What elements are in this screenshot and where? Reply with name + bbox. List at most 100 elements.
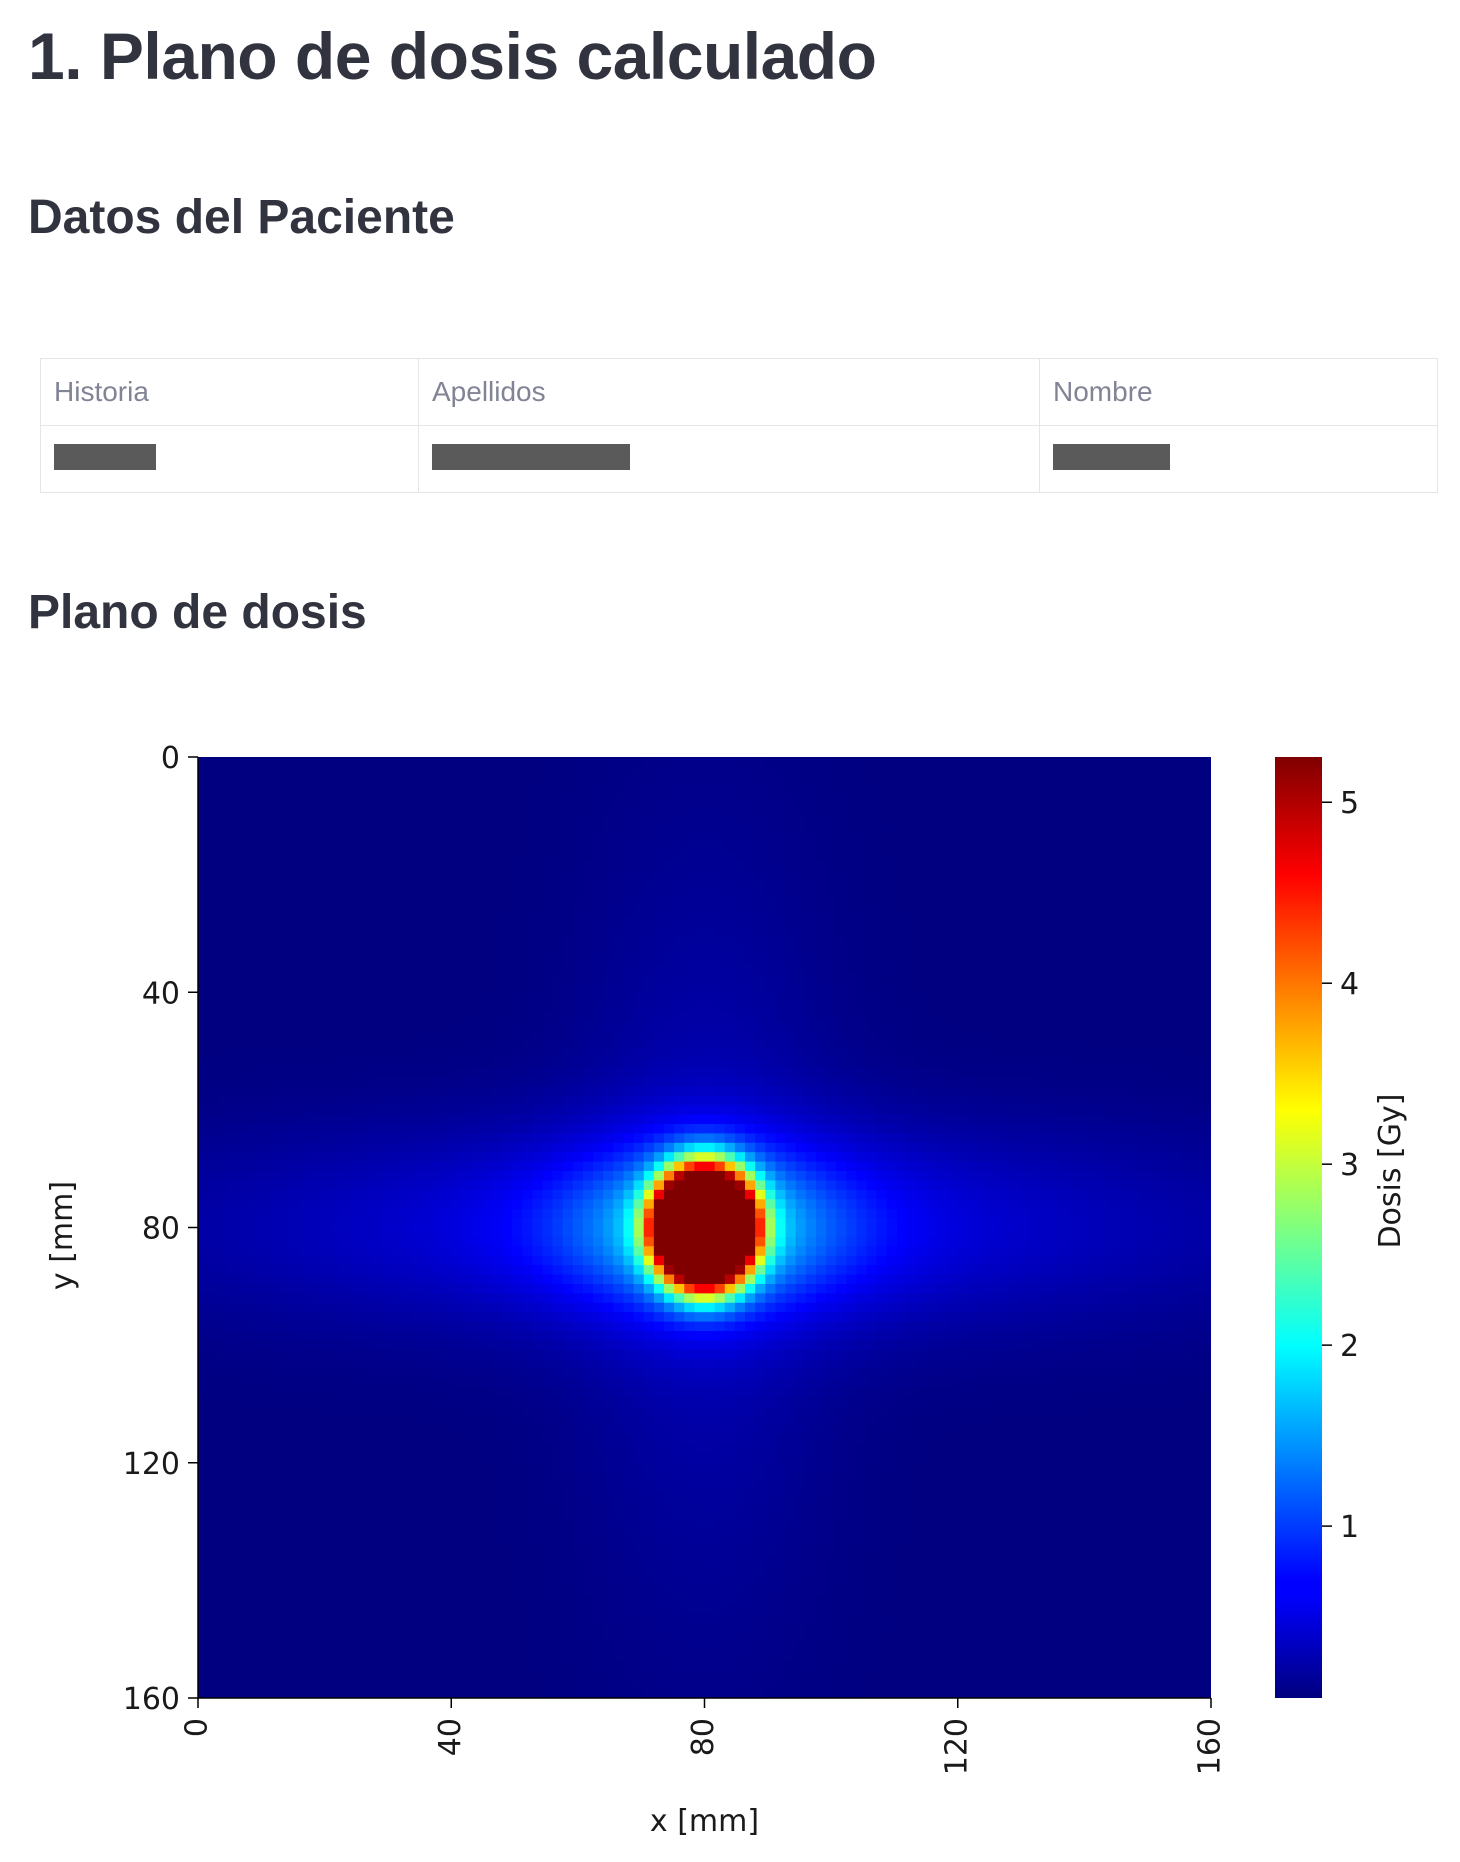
heatmap-cell <box>542 982 554 993</box>
heatmap-cell <box>339 1180 351 1191</box>
heatmap-cell <box>1150 775 1161 786</box>
heatmap-cell <box>268 945 280 956</box>
heatmap-cell <box>430 916 442 927</box>
heatmap-cell <box>218 1180 229 1191</box>
heatmap-cell <box>755 935 766 946</box>
heatmap-cell <box>1008 1095 1020 1106</box>
heatmap-cell <box>248 1180 260 1191</box>
heatmap-cell <box>1160 1029 1172 1040</box>
heatmap-cell <box>360 1189 371 1200</box>
heatmap-cell <box>1160 954 1172 965</box>
heatmap-cell <box>1109 822 1121 833</box>
heatmap-cell <box>1160 907 1172 918</box>
heatmap-cell <box>805 841 817 852</box>
heatmap-cell <box>420 1105 432 1116</box>
heatmap-cell <box>1028 1039 1040 1050</box>
heatmap-cell <box>947 757 959 768</box>
heatmap-cell <box>917 1048 928 1059</box>
heatmap-cell <box>643 1218 655 1229</box>
heatmap-cell <box>532 1029 544 1040</box>
heatmap-cell <box>876 785 888 796</box>
heatmap-cell <box>1038 766 1050 777</box>
heatmap-cell <box>775 1218 787 1229</box>
heatmap-cell <box>299 898 311 909</box>
heatmap-cell <box>927 1086 939 1097</box>
heatmap-cell <box>826 1171 837 1182</box>
heatmap-cell <box>349 992 361 1003</box>
heatmap-cell <box>471 841 483 852</box>
heatmap-cell <box>380 1180 392 1191</box>
heatmap-cell <box>947 945 959 956</box>
heatmap-cell <box>734 1133 746 1144</box>
heatmap-cell <box>836 832 847 843</box>
heatmap-cell <box>451 1011 462 1022</box>
heatmap-cell <box>420 841 432 852</box>
heatmap-cell <box>481 907 493 918</box>
heatmap-cell <box>613 1001 625 1012</box>
heatmap-cell <box>785 1067 797 1078</box>
heatmap-cell <box>856 1142 868 1153</box>
heatmap-cell <box>978 973 989 984</box>
heatmap-cell <box>268 775 280 786</box>
heatmap-cell <box>907 775 918 786</box>
heatmap-cell <box>866 832 878 843</box>
heatmap-cell <box>643 851 655 862</box>
heatmap-cell <box>329 935 341 946</box>
heatmap-cell <box>1119 1189 1131 1200</box>
heatmap-cell <box>775 1095 787 1106</box>
heatmap-cell <box>309 1199 321 1210</box>
heatmap-cell <box>1059 1189 1070 1200</box>
heatmap-cell <box>1119 841 1131 852</box>
heatmap-cell <box>613 992 625 1003</box>
heatmap-cell <box>309 935 321 946</box>
heatmap-cell <box>765 973 777 984</box>
heatmap-cell <box>684 1152 695 1163</box>
heatmap-cell <box>633 757 645 768</box>
heatmap-cell <box>1048 841 1060 852</box>
heatmap-cell <box>562 822 574 833</box>
heatmap-cell <box>390 1218 402 1229</box>
heatmap-cell <box>714 1218 726 1229</box>
heatmap-cell <box>815 1086 827 1097</box>
heatmap-cell <box>1119 954 1131 965</box>
heatmap-cell <box>674 757 685 768</box>
heatmap-cell <box>694 973 706 984</box>
heatmap-cell <box>967 757 979 768</box>
heatmap-cell <box>765 1067 777 1078</box>
heatmap-cell <box>532 1067 544 1078</box>
heatmap-cell <box>360 879 371 890</box>
heatmap-cell <box>542 785 554 796</box>
heatmap-cell <box>765 794 777 805</box>
heatmap-cell <box>593 1020 604 1031</box>
heatmap-cell <box>785 926 797 937</box>
heatmap-cell <box>228 1208 240 1219</box>
heatmap-cell <box>613 935 625 946</box>
heatmap-cell <box>1200 1208 1211 1219</box>
heatmap-cell <box>1160 785 1172 796</box>
heatmap-cell <box>785 1058 797 1069</box>
heatmap-cell <box>815 1048 827 1059</box>
heatmap-cell <box>1048 785 1060 796</box>
heatmap-cell <box>339 1105 351 1116</box>
heatmap-cell <box>522 813 533 824</box>
heatmap-cell <box>714 964 726 975</box>
heatmap-cell <box>1008 804 1020 815</box>
heatmap-cell <box>1069 1001 1080 1012</box>
heatmap-cell <box>1059 832 1070 843</box>
heatmap-cell <box>836 1058 847 1069</box>
heatmap-cell <box>714 1199 726 1210</box>
heatmap-cell <box>572 851 584 862</box>
heatmap-cell <box>208 851 219 862</box>
heatmap-cell <box>724 1011 736 1022</box>
heatmap-cell <box>593 851 604 862</box>
heatmap-cell <box>390 766 402 777</box>
heatmap-cell <box>734 1001 746 1012</box>
heatmap-cell <box>866 926 878 937</box>
heatmap-cell <box>967 785 979 796</box>
heatmap-cell <box>1140 964 1151 975</box>
heatmap-cell <box>522 1161 533 1172</box>
heatmap-cell <box>370 907 381 918</box>
heatmap-cell <box>1180 1039 1192 1050</box>
heatmap-cell <box>998 757 1009 768</box>
heatmap-cell <box>724 1123 736 1134</box>
